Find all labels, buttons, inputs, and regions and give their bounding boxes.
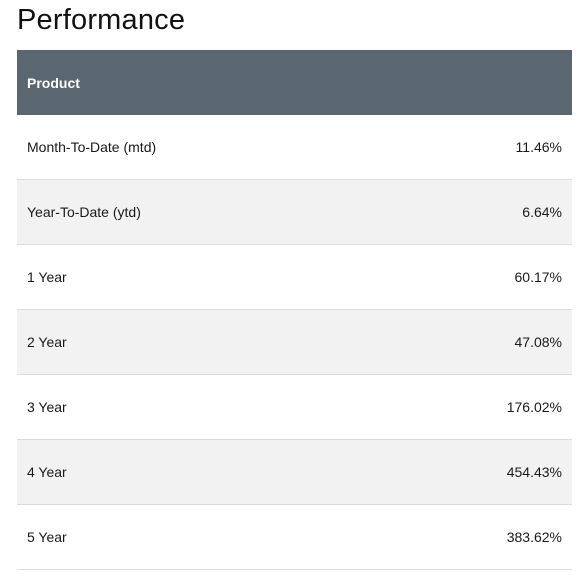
table-row: 2 Year 47.08% — [17, 309, 572, 375]
row-label: 1 Year — [17, 244, 295, 310]
table-row: 5 Year 383.62% — [17, 504, 572, 570]
row-value: 60.17% — [294, 244, 572, 310]
row-label: 3 Year — [17, 374, 295, 440]
table-body: Month-To-Date (mtd) 11.46% Year-To-Date … — [17, 115, 572, 570]
column-header-value — [294, 50, 572, 115]
table-row: 4 Year 454.43% — [17, 439, 572, 505]
row-value: 383.62% — [294, 504, 572, 570]
row-label: 2 Year — [17, 309, 295, 375]
performance-table: Product Month-To-Date (mtd) 11.46% Year-… — [17, 50, 572, 570]
row-value: 454.43% — [294, 439, 572, 505]
page-title: Performance — [17, 4, 186, 36]
row-value: 6.64% — [294, 179, 572, 245]
row-label: Year-To-Date (ytd) — [17, 179, 295, 245]
row-label: 5 Year — [17, 504, 295, 570]
row-label: 4 Year — [17, 439, 295, 505]
column-header-product: Product — [17, 50, 295, 115]
table-header: Product — [17, 50, 572, 115]
table-header-row: Product — [17, 50, 572, 115]
row-label: Month-To-Date (mtd) — [17, 115, 295, 180]
row-value: 11.46% — [294, 115, 572, 180]
table-row: Year-To-Date (ytd) 6.64% — [17, 179, 572, 245]
table-row: 1 Year 60.17% — [17, 244, 572, 310]
row-value: 47.08% — [294, 309, 572, 375]
table-row: Month-To-Date (mtd) 11.46% — [17, 115, 572, 180]
table-row: 3 Year 176.02% — [17, 374, 572, 440]
row-value: 176.02% — [294, 374, 572, 440]
